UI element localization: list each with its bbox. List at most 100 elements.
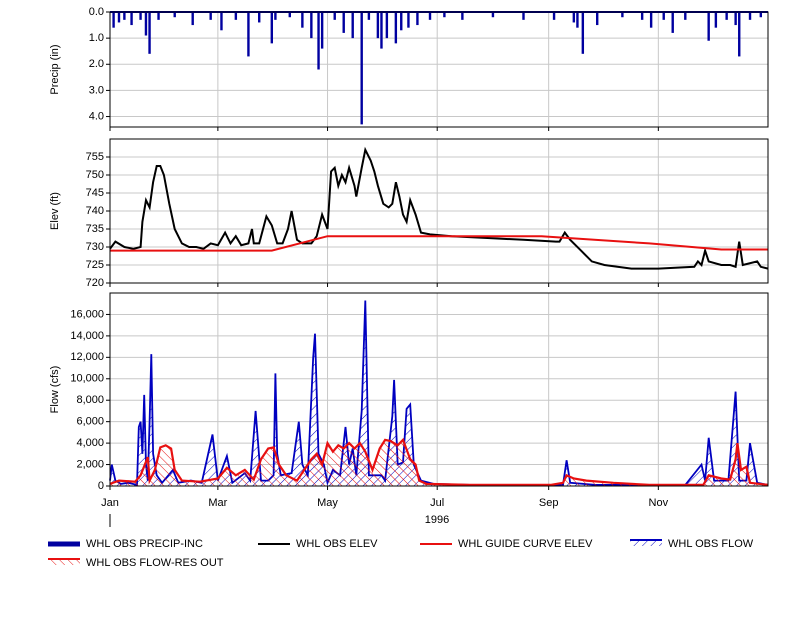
y-tick-label: 725: [86, 259, 104, 271]
bar: [310, 12, 313, 39]
x-tick-label: May: [317, 497, 338, 509]
x-axis-label: 1996: [425, 514, 449, 526]
plot-area: [110, 12, 768, 127]
bar: [112, 12, 115, 28]
plot-frame: [109, 11, 769, 128]
bar: [734, 12, 737, 26]
y-tick-label: 4,000: [76, 437, 104, 449]
y-axis-label: Elev (ft): [49, 192, 61, 230]
legend-hatch: [48, 559, 80, 565]
bar: [725, 12, 728, 20]
y-tick-label: 2.0: [89, 58, 104, 70]
bar: [649, 12, 653, 28]
legend-label: WHL OBS ELEV: [296, 538, 378, 550]
bar: [491, 12, 495, 18]
bar: [376, 12, 380, 39]
bar: [234, 12, 238, 20]
bar: [317, 12, 320, 70]
x-tick-label: Nov: [649, 497, 669, 509]
y-tick-label: 755: [86, 151, 104, 163]
bar: [342, 12, 345, 33]
bar: [416, 12, 419, 26]
bar: [461, 12, 464, 20]
bar: [130, 12, 133, 26]
y-tick-label: 0: [98, 480, 104, 492]
bar: [367, 12, 371, 20]
bar: [407, 12, 410, 28]
series-line: [109, 437, 769, 486]
bar: [671, 12, 674, 33]
bar: [301, 12, 304, 28]
bar: [157, 12, 160, 20]
y-tick-label: 14,000: [70, 330, 104, 342]
bar: [385, 12, 389, 39]
y-tick-label: 735: [86, 223, 104, 235]
y-tick-label: 740: [86, 205, 104, 217]
bar: [707, 12, 710, 41]
y-tick-label: 3.0: [89, 84, 104, 96]
y-tick-label: 8,000: [76, 394, 104, 406]
y-tick-label: 745: [86, 187, 104, 199]
series-line: [110, 235, 768, 252]
y-axis-label: Flow (cfs): [49, 366, 61, 414]
bar: [258, 12, 261, 23]
bar: [443, 12, 446, 18]
legend-label: WHL OBS FLOW-RES OUT: [86, 557, 224, 569]
bar: [209, 12, 212, 20]
bar: [428, 12, 432, 20]
bar: [144, 12, 148, 36]
legend-label: WHL OBS PRECIP-INC: [86, 538, 203, 550]
legend-label: WHL GUIDE CURVE ELEV: [458, 538, 593, 550]
bar: [759, 12, 763, 18]
bar: [576, 12, 579, 28]
y-tick-label: 4.0: [89, 110, 104, 122]
bar: [662, 12, 665, 20]
bar: [173, 12, 176, 18]
series-line: [109, 146, 769, 270]
bar: [522, 12, 525, 20]
bar: [191, 12, 194, 26]
y-tick-label: 10,000: [70, 373, 104, 385]
legend-hatch: [630, 540, 662, 546]
y-tick-label: 1.0: [89, 32, 104, 44]
bar: [220, 12, 223, 31]
bar: [581, 12, 585, 54]
y-tick-label: 2,000: [76, 458, 104, 470]
x-tick-label: Jan: [101, 497, 119, 509]
bar: [247, 12, 250, 57]
x-tick-label: Jul: [430, 497, 444, 509]
bar: [684, 12, 687, 20]
x-tick-label: Sep: [539, 497, 559, 509]
bar: [394, 12, 398, 44]
y-tick-label: 0.0: [89, 6, 104, 18]
bar: [351, 12, 354, 39]
bar: [640, 12, 644, 20]
y-axis-label: Precip (in): [49, 44, 61, 94]
y-tick-label: 6,000: [76, 416, 104, 428]
y-tick-label: 730: [86, 241, 104, 253]
bar: [380, 12, 383, 49]
bar: [333, 12, 336, 20]
plot-frame: [109, 138, 769, 284]
y-tick-label: 12,000: [70, 351, 104, 363]
y-tick-label: 720: [86, 277, 104, 289]
legend-label: WHL OBS FLOW: [668, 538, 754, 550]
bar: [123, 12, 126, 20]
series-line: [109, 300, 769, 487]
x-tick-label: Mar: [208, 497, 227, 509]
bar: [148, 12, 151, 54]
bar: [552, 12, 556, 20]
bar: [748, 12, 752, 20]
bar: [621, 12, 624, 18]
y-tick-label: 16,000: [70, 308, 104, 320]
bar: [270, 12, 274, 44]
bar: [320, 12, 324, 49]
bar: [714, 12, 718, 28]
bar: [117, 12, 121, 23]
bar: [400, 12, 403, 31]
bar: [274, 12, 277, 20]
bar: [596, 12, 599, 26]
y-tick-label: 750: [86, 169, 104, 181]
bar: [360, 12, 363, 125]
